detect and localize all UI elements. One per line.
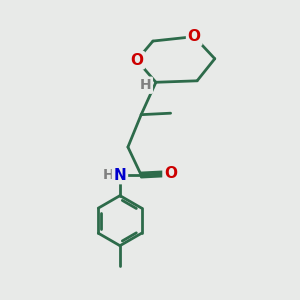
Text: O: O: [164, 166, 177, 181]
Text: H: H: [103, 168, 115, 182]
Text: H: H: [140, 78, 152, 92]
Text: O: O: [130, 53, 143, 68]
Text: N: N: [114, 167, 126, 182]
Text: O: O: [188, 29, 201, 44]
